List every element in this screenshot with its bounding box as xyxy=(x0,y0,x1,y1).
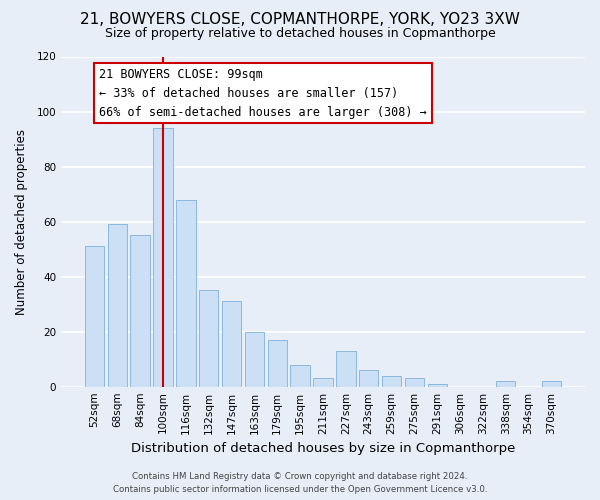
Bar xyxy=(496,381,515,386)
Text: 21, BOWYERS CLOSE, COPMANTHORPE, YORK, YO23 3XW: 21, BOWYERS CLOSE, COPMANTHORPE, YORK, Y… xyxy=(80,12,520,28)
Bar xyxy=(313,378,332,386)
Text: Contains HM Land Registry data © Crown copyright and database right 2024.
Contai: Contains HM Land Registry data © Crown c… xyxy=(113,472,487,494)
Bar xyxy=(336,351,356,386)
Y-axis label: Number of detached properties: Number of detached properties xyxy=(15,128,28,314)
Bar xyxy=(359,370,379,386)
Bar xyxy=(404,378,424,386)
Text: 21 BOWYERS CLOSE: 99sqm
← 33% of detached houses are smaller (157)
66% of semi-d: 21 BOWYERS CLOSE: 99sqm ← 33% of detache… xyxy=(99,68,427,118)
Bar xyxy=(245,332,264,386)
Text: Size of property relative to detached houses in Copmanthorpe: Size of property relative to detached ho… xyxy=(104,28,496,40)
Bar xyxy=(130,236,150,386)
Bar xyxy=(542,381,561,386)
Bar xyxy=(199,290,218,386)
Bar xyxy=(222,302,241,386)
Bar xyxy=(154,128,173,386)
Bar xyxy=(176,200,196,386)
Bar xyxy=(428,384,447,386)
Bar xyxy=(382,376,401,386)
Bar xyxy=(290,364,310,386)
Bar xyxy=(107,224,127,386)
Bar xyxy=(85,246,104,386)
X-axis label: Distribution of detached houses by size in Copmanthorpe: Distribution of detached houses by size … xyxy=(131,442,515,455)
Bar xyxy=(268,340,287,386)
